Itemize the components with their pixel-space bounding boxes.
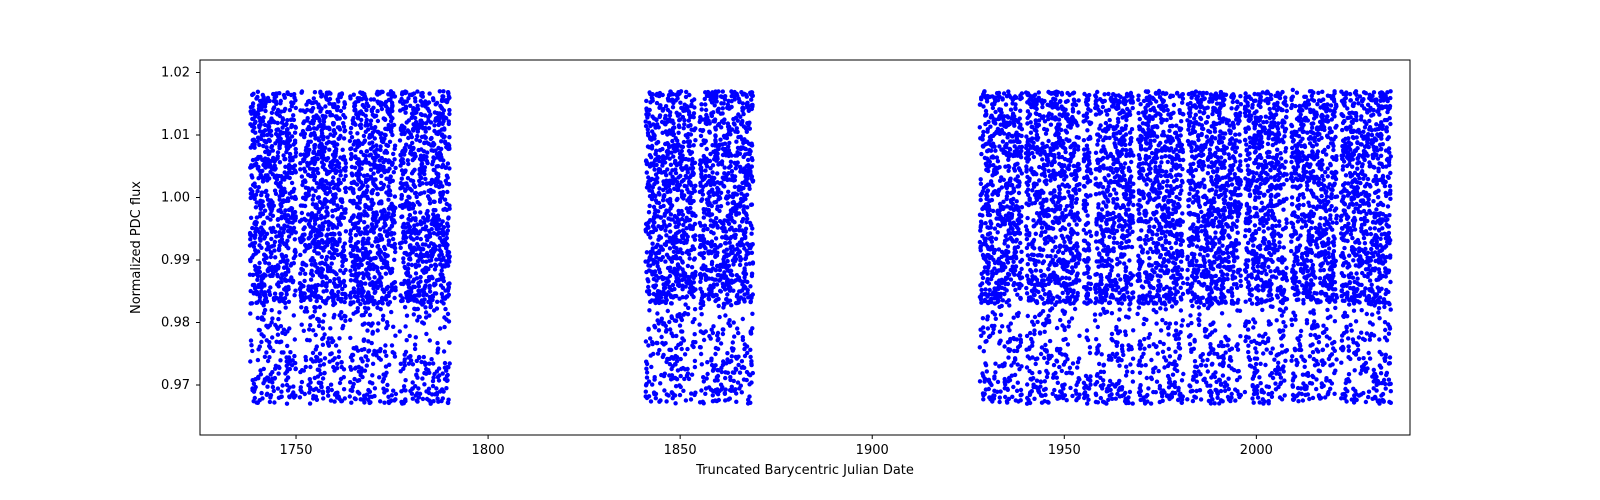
- x-axis-label: Truncated Barycentric Julian Date: [695, 463, 914, 478]
- scatter-chart: 1750 1800 1850 1900 1950 2000 0.97 0.98 0.99 1.00…: [0, 0, 1600, 500]
- y-tick-label: 1.02: [161, 66, 190, 81]
- y-axis-label: Normalized PDC flux: [129, 181, 144, 314]
- y-tick-label: 0.97: [161, 378, 190, 393]
- x-tick-label: 1950: [1048, 443, 1081, 458]
- y-tick-label: 0.99: [161, 253, 190, 268]
- y-tick-label: 1.00: [161, 191, 190, 206]
- x-tick-label: 1850: [664, 443, 697, 458]
- x-tick-label: 2000: [1240, 443, 1273, 458]
- figure: 1750 1800 1850 1900 1950 2000 0.97 0.98 0.99 1.00…: [0, 0, 1600, 500]
- y-tick-label: 1.01: [161, 128, 190, 143]
- x-tick-label: 1800: [472, 443, 505, 458]
- x-tick-label: 1900: [856, 443, 889, 458]
- x-tick-label: 1750: [279, 443, 312, 458]
- y-tick-label: 0.98: [161, 316, 190, 331]
